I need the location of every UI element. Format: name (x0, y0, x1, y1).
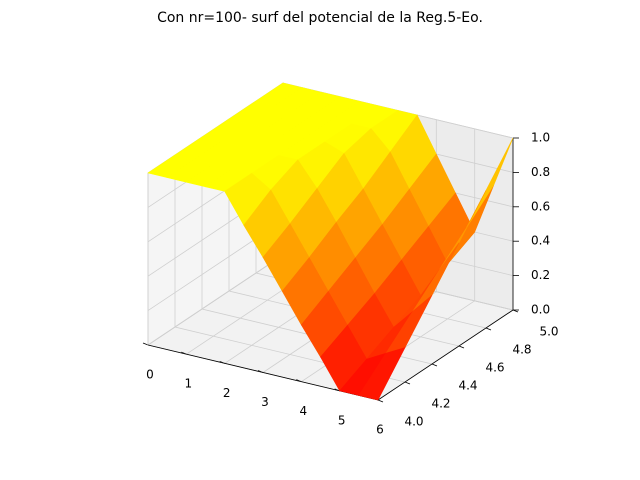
x-tick (142, 342, 149, 346)
z-tick-label: 0.4 (531, 234, 550, 248)
x-tick-label: 4 (300, 404, 308, 418)
y-tick (458, 345, 465, 349)
z-tick-label: 0.8 (531, 165, 550, 179)
chart-title: Con nr=100- surf del potencial de la Reg… (157, 10, 483, 26)
x-tick-label: 1 (185, 377, 193, 391)
y-tick-label: 4.4 (458, 379, 477, 393)
x-tick-label: 2 (223, 386, 231, 400)
y-tick-label: 5.0 (539, 325, 558, 339)
y-tick (377, 399, 384, 403)
y-tick (485, 327, 492, 331)
z-tick-label: 0.6 (531, 199, 550, 213)
y-tick (404, 381, 411, 385)
z-tick-label: 0.2 (531, 268, 550, 282)
surface-face (358, 347, 406, 401)
y-tick-label: 4.0 (404, 415, 423, 429)
x-tick-label: 3 (261, 395, 269, 409)
z-tick-label: 0.0 (531, 303, 550, 317)
z-tick-label: 1.0 (531, 131, 550, 145)
y-tick-label: 4.6 (485, 361, 504, 375)
y-tick-label: 4.8 (512, 343, 531, 357)
y-tick (431, 363, 438, 367)
y-tick-label: 4.2 (431, 397, 450, 411)
x-tick-label: 0 (146, 368, 154, 382)
x-tick-label: 6 (376, 423, 384, 437)
y-axis (377, 309, 514, 401)
x-tick-label: 5 (338, 413, 346, 427)
